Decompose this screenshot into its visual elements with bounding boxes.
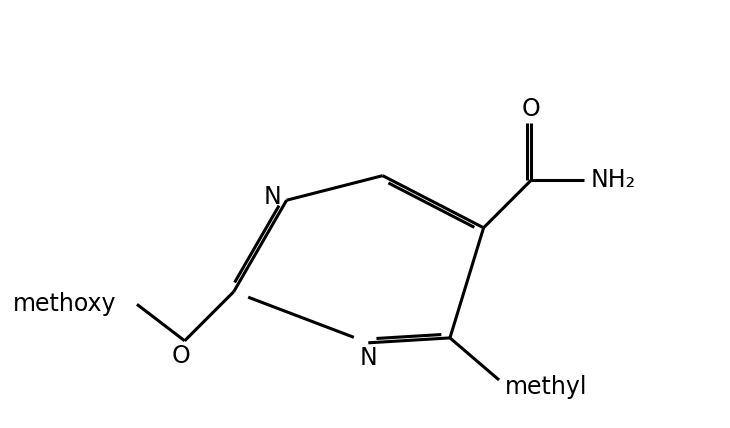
Text: methoxy: methoxy <box>12 292 116 316</box>
Text: NH₂: NH₂ <box>591 168 636 192</box>
Text: methyl: methyl <box>504 375 587 399</box>
Text: O: O <box>522 97 541 121</box>
Text: O: O <box>172 344 191 368</box>
Text: N: N <box>359 346 377 370</box>
Text: N: N <box>264 185 282 209</box>
